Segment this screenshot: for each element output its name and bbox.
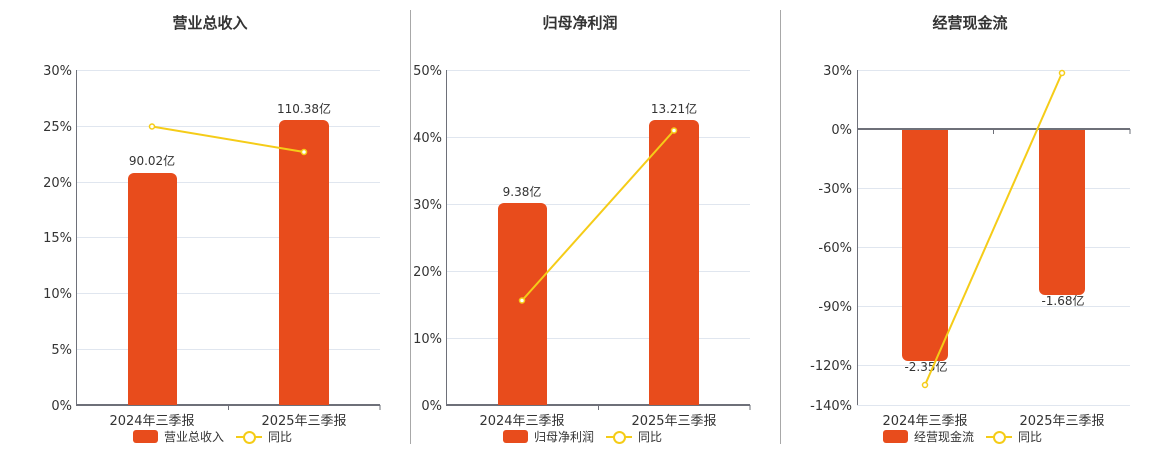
y-tick: 0% [51,399,72,414]
bar-2024[interactable] [902,129,948,361]
y-tick: 0% [831,123,852,138]
y-tick: -140% [810,399,852,414]
legend-bar-swatch[interactable] [883,430,908,443]
yoy-line [521,129,675,302]
y-tick: 40% [413,131,442,146]
bar-value-label: 110.38亿 [277,101,331,116]
chart-title: 归母净利润 [542,14,618,32]
chart-plot: 30% 0% -30% -60% -90% -120% -140% -2.35亿… [810,64,1131,429]
bar-2025[interactable] [279,120,329,405]
legend-line-label[interactable]: 同比 [268,430,293,444]
x-category: 2025年三季报 [1019,414,1104,429]
legend-bar-swatch[interactable] [133,430,158,443]
panel-divider [780,10,781,444]
panel-divider [410,10,411,444]
bar-value-label: 9.38亿 [503,184,542,199]
y-tick: -30% [818,182,852,197]
bar-value-label: 90.02亿 [129,153,175,168]
bar-value-label: -1.68亿 [1041,293,1084,308]
legend-bar-swatch[interactable] [503,430,528,443]
yoy-line [924,72,1063,386]
y-tick: -60% [818,241,852,256]
y-tick: 20% [43,176,72,191]
chart-panel-operating-cashflow: 经营现金流 30% 0% -30% -60% -90% -120% -140% … [780,0,1160,450]
x-category: 2024年三季报 [109,414,194,429]
yoy-point[interactable] [300,148,308,156]
y-tick: -120% [810,359,852,374]
y-tick: 50% [413,64,442,79]
legend: 营业总收入 同比 [133,428,292,445]
chart-plot: 50% 40% 30% 20% 10% 0% 9.38亿 13.21亿 2024… [413,64,751,429]
legend-line-label[interactable]: 同比 [638,430,663,444]
yoy-point[interactable] [518,297,526,304]
chart-panel-revenue: 营业总收入 30% 25% 20% 15% 10% 5% 0% [0,0,400,450]
y-tick: 30% [43,64,72,79]
y-tick: 30% [823,64,852,79]
y-tick: 10% [43,287,72,302]
legend-line-label[interactable]: 同比 [1018,430,1043,444]
x-category: 2025年三季报 [631,414,716,429]
y-tick: 25% [43,120,72,135]
y-tick: 15% [43,231,72,246]
yoy-point[interactable] [1058,69,1066,77]
y-tick: 20% [413,265,442,280]
legend-line-icon[interactable] [986,430,1013,444]
legend: 经营现金流 同比 [883,428,1042,445]
legend-line-icon[interactable] [606,430,633,444]
chart-plot: 30% 25% 20% 15% 10% 5% 0% 90.02亿 110.38亿… [43,64,381,429]
legend: 归母净利润 同比 [503,428,662,445]
y-tick: 0% [421,399,442,414]
x-category: 2024年三季报 [479,414,564,429]
y-tick: -90% [818,300,852,315]
yoy-line [151,125,305,153]
bar-2024[interactable] [498,203,547,405]
legend-line-icon[interactable] [236,430,263,444]
chart-panel-net-profit: 归母净利润 50% 40% 30% 20% 10% 0% 9.38亿 13.21… [400,0,780,450]
bar-2025[interactable] [1039,129,1085,295]
bar-value-label: 13.21亿 [651,101,697,116]
legend-bar-label[interactable]: 归母净利润 [534,430,595,444]
bar-2025[interactable] [649,120,699,405]
legend-bar-label[interactable]: 营业总收入 [164,430,225,444]
yoy-point[interactable] [670,127,678,134]
bar-2024[interactable] [128,173,177,405]
chart-title: 经营现金流 [932,14,1008,32]
bar-value-label: -2.35亿 [904,359,947,374]
legend-bar-label[interactable]: 经营现金流 [914,430,975,444]
y-tick: 10% [413,332,442,347]
x-category: 2025年三季报 [261,414,346,429]
x-category: 2024年三季报 [882,414,967,429]
yoy-point[interactable] [921,381,929,389]
y-tick: 30% [413,198,442,213]
yoy-point[interactable] [148,123,156,130]
chart-title: 营业总收入 [172,14,248,32]
y-tick: 5% [51,343,72,358]
